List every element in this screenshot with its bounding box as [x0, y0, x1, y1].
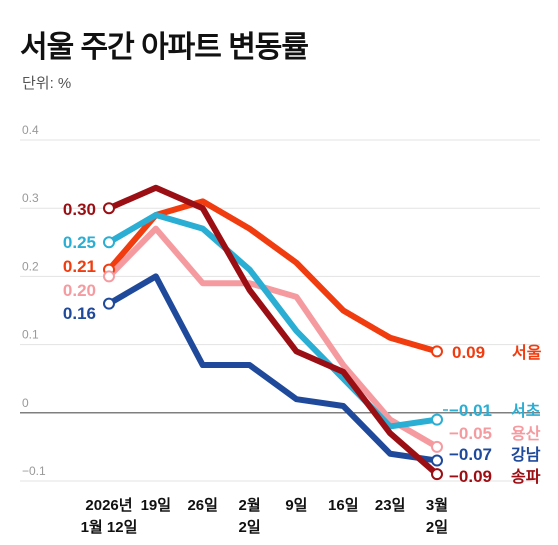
- series-name-송파: 송파: [511, 468, 541, 486]
- series-line-송파: [106, 184, 440, 478]
- marker-송파-7: [431, 468, 443, 481]
- x-label-0: 2026년: [85, 497, 132, 514]
- marker-서초-0: [103, 236, 115, 249]
- x-label-7: 2일: [426, 519, 448, 536]
- x-label-0: 1월 12일: [81, 519, 138, 536]
- y-tick-label: −0.1: [22, 464, 46, 478]
- end-value-강남: −0.07: [449, 445, 492, 464]
- start-label-서울: 0.21: [63, 257, 96, 276]
- end-value-서초: −0.01: [449, 401, 492, 420]
- y-tick-label: 0.1: [22, 328, 39, 342]
- series-name-서울: 서울: [512, 344, 542, 362]
- marker-용산-7: [431, 440, 443, 453]
- x-label-3: 2월: [238, 497, 260, 514]
- end-value-서울: 0.09: [452, 343, 485, 362]
- end-value-labels: 0.09 서울 −0.01 서초 −0.05 용산 −0.07 강남 −0.09 송파: [443, 343, 542, 486]
- x-label-5: 16일: [328, 497, 359, 514]
- marker-서울-7: [431, 345, 443, 358]
- start-label-서초: 0.25: [63, 233, 96, 252]
- series-line-서울: [106, 198, 440, 355]
- marker-송파-0: [103, 202, 115, 215]
- series-name-서초: 서초: [511, 402, 541, 420]
- x-label-4: 9일: [285, 497, 307, 514]
- y-tick-label: 0.4: [22, 123, 39, 137]
- y-tick-label: 0: [22, 396, 29, 410]
- end-value-송파: −0.09: [449, 467, 492, 486]
- start-label-송파: 0.30: [63, 200, 96, 219]
- grid-lines: [20, 139, 540, 482]
- unit-label: 단위: %: [22, 75, 72, 92]
- marker-서초-7: [431, 413, 443, 426]
- series-line-강남: [106, 273, 440, 464]
- series-line-용산: [106, 225, 440, 450]
- series-name-강남: 강남: [511, 446, 541, 464]
- marker-강남-0: [103, 297, 115, 310]
- x-label-1: 19일: [141, 497, 172, 514]
- y-tick-label: 0.2: [22, 259, 39, 273]
- x-label-3: 2일: [238, 519, 260, 536]
- series-name-용산: 용산: [511, 425, 541, 443]
- start-label-강남: 0.16: [63, 304, 96, 323]
- start-value-labels: 0.21 0.25 0.20 0.16 0.30: [63, 200, 96, 323]
- marker-용산-0: [103, 270, 115, 283]
- x-label-7: 3월: [426, 497, 448, 514]
- y-axis-ticks: 0.4 0.3 0.2 0.1 0 −0.1: [22, 123, 46, 478]
- marker-강남-7: [431, 454, 443, 467]
- series-markers: [103, 202, 443, 481]
- y-tick-label: 0.3: [22, 191, 39, 205]
- start-label-용산: 0.20: [63, 281, 96, 300]
- x-label-6: 23일: [375, 497, 406, 514]
- x-label-2: 26일: [187, 497, 218, 514]
- chart-title: 서울 주간 아파트 변동률: [20, 31, 309, 64]
- series-lines: [106, 184, 440, 478]
- end-value-용산: −0.05: [449, 424, 492, 443]
